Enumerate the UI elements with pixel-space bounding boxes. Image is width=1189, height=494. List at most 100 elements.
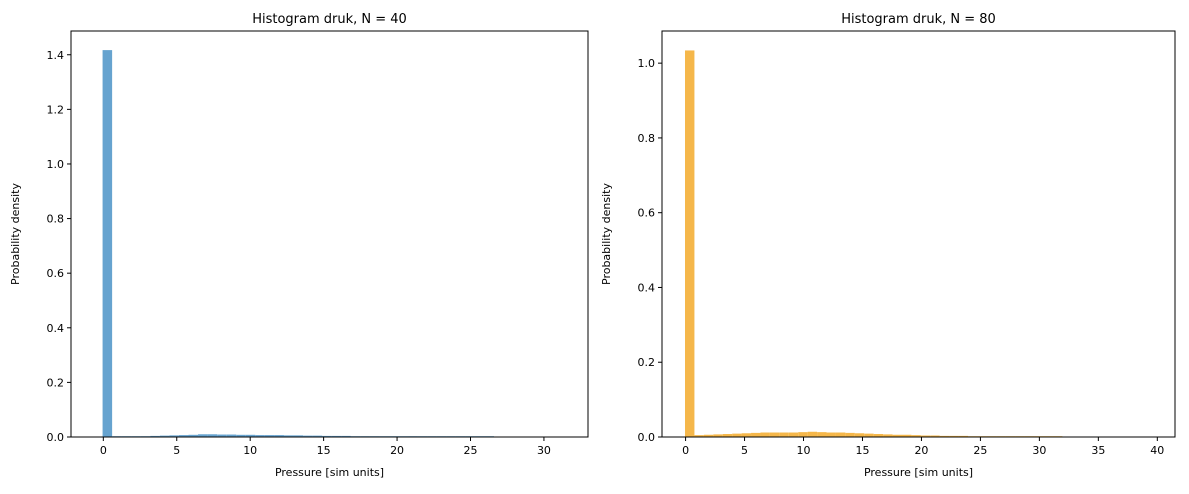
histogram-bar [845,432,855,437]
x-ticks-group: 0 5 10 15 20 25 30 35 40 [682,437,1164,457]
histogram-bar [798,432,808,437]
histogram-bar [283,435,294,437]
histogram-bar [322,435,332,437]
histogram-bar [264,435,275,437]
histogram-bar [826,432,836,437]
histogram-bar [769,432,780,437]
histogram-bar [207,434,218,437]
chart-panel-right: Histogram druk, N = 80 Probability densi… [600,12,1176,479]
histogram-bar [703,434,714,437]
histogram-bar [854,433,865,437]
histogram-bar [159,435,170,437]
x-tick-label: 10 [243,444,257,457]
chart-panel-left: Histogram druk, N = 40 Probability densi… [9,12,589,479]
histogram-bar [684,50,695,437]
x-tick-label: 0 [682,444,689,457]
histogram-bar [169,435,179,437]
x-tick-label: 0 [100,444,107,457]
plot-frame [70,30,589,438]
plot-frame [661,30,1176,438]
histogram-bar [694,435,704,437]
chart-title: Histogram druk, N = 80 [841,12,996,27]
x-tick-label: 20 [390,444,404,457]
y-tick-label: 1.0 [638,57,656,70]
histogram-bar [958,435,969,437]
histogram-bar [741,433,752,437]
histogram-bar [713,434,723,437]
y-tick-label: 0.0 [47,431,65,444]
y-tick-label: 0.4 [47,322,65,335]
histogram-bar [807,431,818,437]
histogram-bar [722,434,733,437]
x-tick-label: 5 [173,444,180,457]
y-ticks-group: 0.0 0.2 0.4 0.6 0.8 1.0 [638,57,662,444]
y-tick-label: 0.8 [638,132,656,145]
histogram-bar [835,432,846,437]
y-axis-label: Probability density [600,183,613,285]
histogram-bar [788,432,799,437]
histogram-bar [245,434,256,437]
x-tick-label: 35 [1091,444,1105,457]
histogram-bar [331,435,342,437]
bars-group [102,50,494,438]
histogram-bar [188,434,199,437]
histogram-bar [873,434,884,437]
histogram-bar [920,435,931,437]
histogram-bar [236,434,246,437]
histogram-bar [732,433,742,437]
histogram-bar [911,435,921,437]
histogram-bar [949,435,959,437]
x-tick-label: 20 [914,444,928,457]
histogram-bar [892,434,902,437]
y-tick-label: 0.4 [638,281,656,294]
bars-group [684,50,1063,437]
y-tick-label: 0.6 [47,267,65,280]
histogram-bar [883,434,893,437]
y-axis-label-group: Probability density [600,183,613,285]
histogram-bar [341,435,351,437]
x-axis-label: Pressure [sim units] [275,466,384,479]
x-tick-label: 15 [317,444,331,457]
histogram-bar [817,432,827,437]
y-axis-label: Probability density [9,183,22,285]
histogram-bar [303,435,313,437]
y-axis-label-group: Probability density [9,183,22,285]
histogram-bar [226,434,237,437]
histogram-bar [102,50,113,438]
histogram-bar [217,434,227,437]
x-tick-label: 25 [973,444,987,457]
histogram-bar [751,432,761,437]
histogram-bar [178,435,189,437]
y-tick-label: 0.2 [638,356,656,369]
histogram-bar [255,435,265,437]
y-tick-label: 0.6 [638,207,656,220]
x-tick-label: 10 [797,444,811,457]
x-tick-label: 30 [537,444,551,457]
histogram-bar [293,435,304,437]
histogram-bar [864,433,874,437]
histogram-bar [779,432,789,437]
histogram-bar [198,434,208,437]
x-tick-label: 40 [1150,444,1164,457]
histogram-bar [939,435,950,437]
x-tick-label: 30 [1032,444,1046,457]
x-ticks-group: 0 5 10 15 20 25 30 [100,437,551,457]
y-tick-label: 0.8 [47,213,65,226]
x-tick-label: 15 [855,444,869,457]
chart-title: Histogram druk, N = 40 [252,12,407,27]
y-tick-label: 1.2 [47,103,65,116]
histogram-bar [312,435,323,437]
y-tick-label: 0.2 [47,376,65,389]
histogram-bar [274,435,284,437]
x-axis-label: Pressure [sim units] [864,466,973,479]
y-tick-label: 1.4 [47,49,65,62]
histogram-bar [930,435,940,437]
histogram-bar [901,434,912,437]
histogram-bar [150,435,160,437]
y-tick-label: 0.0 [638,431,656,444]
y-tick-label: 1.0 [47,158,65,171]
x-tick-label: 5 [741,444,748,457]
x-tick-label: 25 [464,444,478,457]
y-ticks-group: 0.0 0.2 0.4 0.6 0.8 1.0 1.2 1.4 [47,49,71,444]
